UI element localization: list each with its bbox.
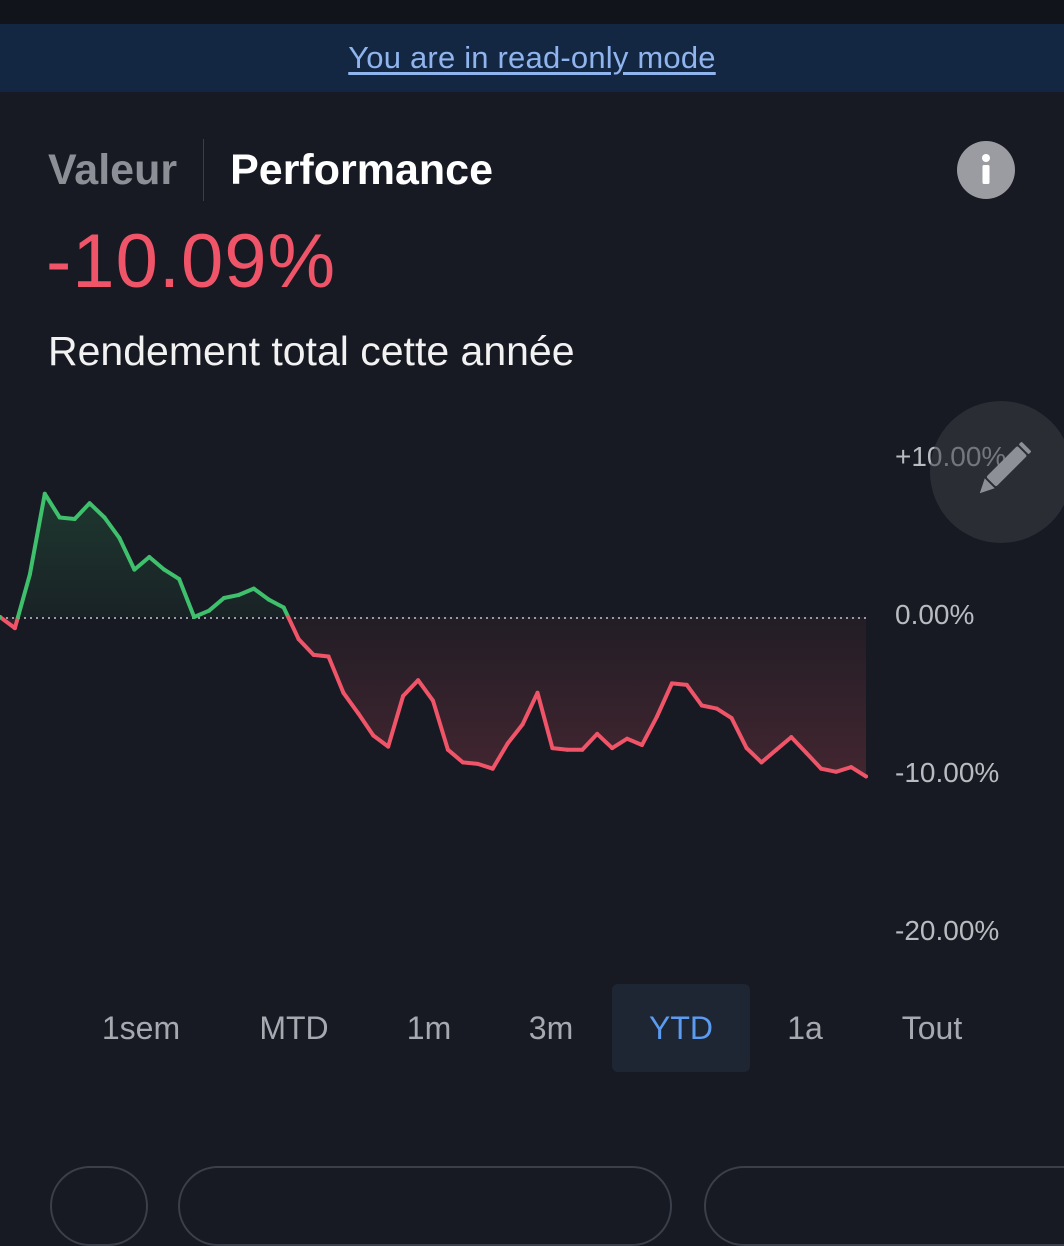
bottom-action-button[interactable] bbox=[704, 1166, 1064, 1246]
bottom-action-button[interactable] bbox=[50, 1166, 148, 1246]
chart-point bbox=[102, 515, 107, 520]
period-mtd[interactable]: MTD bbox=[259, 1009, 329, 1046]
chart-point bbox=[42, 491, 47, 496]
chart-point bbox=[714, 706, 719, 711]
chart-point bbox=[445, 747, 450, 752]
bottom-action-button[interactable] bbox=[178, 1166, 672, 1246]
chart-point bbox=[371, 733, 376, 738]
chart-point bbox=[177, 577, 182, 582]
chart-point bbox=[311, 652, 316, 657]
chart-point bbox=[580, 747, 585, 752]
view-tabs: Valeur Performance bbox=[48, 138, 493, 202]
chart-point bbox=[729, 716, 734, 721]
negative-series-line bbox=[286, 615, 868, 779]
chart-point bbox=[535, 690, 540, 695]
chart-point bbox=[834, 769, 839, 774]
chart-point bbox=[117, 536, 122, 540]
info-button[interactable] bbox=[957, 141, 1015, 199]
chart-point bbox=[505, 741, 510, 746]
period-3m[interactable]: 3m bbox=[528, 1009, 574, 1046]
chart-point bbox=[625, 736, 630, 741]
read-only-link[interactable]: You are in read-only mode bbox=[348, 40, 716, 75]
period-1a[interactable]: 1a bbox=[787, 1009, 823, 1046]
chart-point bbox=[520, 722, 525, 727]
chart-point bbox=[416, 678, 421, 683]
chart-point bbox=[699, 703, 704, 708]
pencil-icon bbox=[979, 442, 1031, 494]
chart-point bbox=[192, 615, 197, 619]
chart-point bbox=[12, 626, 17, 631]
tab-divider bbox=[203, 139, 205, 201]
performance-value: -10.09% bbox=[46, 219, 337, 304]
chart-point bbox=[27, 572, 32, 577]
chart-point bbox=[326, 654, 331, 659]
chart-point bbox=[57, 515, 62, 520]
info-icon bbox=[982, 154, 990, 184]
chart-point bbox=[550, 746, 555, 751]
chart-point bbox=[207, 608, 211, 613]
chart-point bbox=[460, 760, 465, 765]
period-ytd[interactable]: YTD bbox=[612, 984, 750, 1072]
chart-point bbox=[804, 750, 809, 755]
chart-point bbox=[162, 567, 167, 572]
chart-point bbox=[72, 517, 77, 521]
tab-performance[interactable]: Performance bbox=[230, 145, 493, 194]
chart-point bbox=[744, 746, 749, 751]
y-tick-label: 0.00% bbox=[895, 599, 975, 630]
chart-point bbox=[356, 711, 361, 716]
period-selector: 1sem MTD 1m 3m YTD 1a Tout bbox=[0, 984, 1064, 1072]
chart-point bbox=[401, 694, 406, 698]
chart-point bbox=[640, 743, 644, 747]
chart-point bbox=[236, 592, 241, 597]
chart-point bbox=[0, 615, 2, 619]
tab-valeur[interactable]: Valeur bbox=[48, 145, 178, 194]
chart-point bbox=[610, 746, 615, 751]
chart-point bbox=[281, 605, 286, 610]
chart-point bbox=[87, 501, 92, 506]
positive-area bbox=[18, 493, 289, 617]
performance-chart[interactable] bbox=[0, 400, 1064, 980]
period-tout[interactable]: Tout bbox=[901, 1009, 963, 1046]
chart-point bbox=[431, 698, 435, 703]
period-1m[interactable]: 1m bbox=[406, 1009, 452, 1046]
chart-point bbox=[565, 747, 570, 752]
chart-point bbox=[849, 765, 854, 770]
negative-area bbox=[288, 617, 866, 777]
chart-point bbox=[266, 597, 271, 602]
chart-point bbox=[475, 761, 480, 766]
chart-point bbox=[684, 682, 689, 687]
y-tick-label: -20.00% bbox=[895, 915, 1000, 946]
chart-point bbox=[759, 760, 764, 765]
chart-point bbox=[251, 586, 256, 591]
chart-point bbox=[595, 731, 600, 736]
chart-point bbox=[655, 714, 659, 719]
status-strip bbox=[0, 0, 1064, 24]
y-tick-label: -10.00% bbox=[895, 757, 1000, 788]
chart-point bbox=[669, 681, 674, 686]
chart-point bbox=[222, 596, 226, 600]
positive-series-line bbox=[16, 491, 291, 619]
chart-point bbox=[147, 555, 152, 559]
chart-point bbox=[386, 744, 391, 749]
read-only-banner: You are in read-only mode bbox=[0, 24, 1064, 92]
chart-point bbox=[132, 567, 137, 572]
chart-point bbox=[490, 766, 495, 771]
chart-point bbox=[296, 637, 301, 642]
chart-point bbox=[864, 774, 868, 779]
chart-point bbox=[819, 766, 824, 771]
chart-point bbox=[789, 735, 794, 740]
performance-subtitle: Rendement total cette année bbox=[48, 328, 575, 374]
chart-point bbox=[774, 747, 779, 752]
period-1sem[interactable]: 1sem bbox=[101, 1009, 181, 1046]
chart-point bbox=[341, 690, 346, 695]
edit-button[interactable] bbox=[930, 401, 1064, 543]
